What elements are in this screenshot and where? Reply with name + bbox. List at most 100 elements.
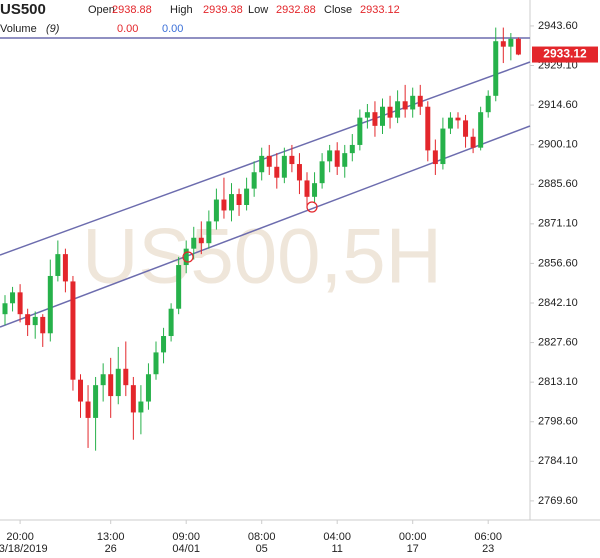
candle-body [213,199,219,222]
candle-body [40,316,46,334]
x-tick-label: 03/18/2019 [0,543,48,555]
ohlc-label: Open [88,4,115,16]
y-tick-label: 2842.10 [538,297,578,309]
candle-body [470,136,476,148]
y-tick-label: 2813.10 [538,376,578,388]
candle-body [380,106,385,126]
candle-body [70,281,76,380]
x-tick-label: 08:00 [248,531,276,543]
candle-body [281,155,287,178]
candle-body [500,41,506,47]
channel-upper [0,61,531,256]
x-tick-label: 26 [105,543,117,555]
candle-body [2,303,8,315]
candle-body [85,401,91,418]
candle-body [130,385,136,413]
candle-body [410,95,416,110]
candle-body [108,374,114,397]
x-tick-label: 00:00 [399,531,427,543]
candle-body [100,374,106,386]
y-tick-label: 2943.60 [538,20,578,32]
ohlc-label: Close [324,4,352,16]
candle-body [485,95,491,113]
candle-body [244,188,250,205]
candle-body [349,144,355,154]
x-tick-label: 05 [256,543,268,555]
candle-body [342,153,348,167]
candle-body [62,254,68,282]
y-tick-label: 2885.60 [538,178,578,190]
candle-body [153,352,159,375]
candle-body [364,112,370,118]
candles [2,27,521,451]
candle-body [455,117,461,121]
x-tick-label: 04/01 [172,543,200,555]
anchor-point [306,201,318,213]
volume-value: 0.00 [117,23,138,35]
y-tick-label: 2856.60 [538,257,578,269]
anchor-point [182,251,194,263]
watermark-group: US500,5H [82,212,442,300]
candle-body [115,368,121,397]
candle-body [515,38,521,55]
candle-body [47,275,53,334]
volume-value: 0.00 [162,23,183,35]
candle-body [168,308,174,337]
y-tick-label: 2769.60 [538,495,578,507]
volume-param: (9) [46,23,60,35]
y-tick-label: 2827.60 [538,336,578,348]
ohlc-value: 2938.88 [112,4,152,16]
candle-body [78,379,83,402]
candle-body [432,150,438,165]
candle-body [440,128,446,165]
candle-body [304,180,310,197]
candle-body [161,336,167,353]
x-tick-label: 04:00 [323,531,351,543]
candle-body [138,401,144,413]
candle-body [145,374,151,402]
candle-body [447,117,453,129]
y-tick-label: 2798.60 [538,416,578,428]
ohlc-label: High [170,4,193,16]
candle-body [478,112,484,148]
candle-body [327,150,333,162]
candle-body [372,112,378,126]
candle-body [508,38,514,47]
candle-body [25,314,31,326]
candle-body [17,292,23,315]
y-tick-label: 2900.10 [538,139,578,151]
y-tick-label: 2914.60 [538,99,578,111]
x-tick-label: 13:00 [97,531,125,543]
candle-body [417,95,423,107]
candle-body [289,155,295,165]
price-tag-label: 2933.12 [543,47,587,61]
price-tag [532,46,598,63]
candle-body [266,155,272,167]
candle-body [221,199,227,211]
x-tick-label: 11 [331,543,342,555]
x-tick-label: 06:00 [474,531,502,543]
ohlc-label: Low [248,4,268,16]
x-tick-label: 23 [482,543,494,555]
ohlc-value: 2939.38 [203,4,243,16]
candle-body [32,316,38,326]
x-tick-label: 17 [407,543,419,555]
y-tick-label: 2871.10 [538,218,578,230]
candle-body [236,194,242,205]
candle-body [10,292,16,304]
watermark: US500,5H [82,212,442,300]
candle-body [402,101,408,110]
ohlc-value: 2932.88 [276,4,316,16]
axis-group: 2943.602929.102914.602900.102885.602871.… [0,20,598,555]
candle-body [259,155,265,173]
candle-body [176,265,182,309]
volume-label: Volume [0,23,37,35]
candle-body [206,221,212,244]
candle-body [395,101,401,118]
candle-body [493,41,499,96]
ohlc-value: 2933.12 [360,4,400,16]
candle-body [55,254,61,276]
x-tick-label: 09:00 [172,531,200,543]
